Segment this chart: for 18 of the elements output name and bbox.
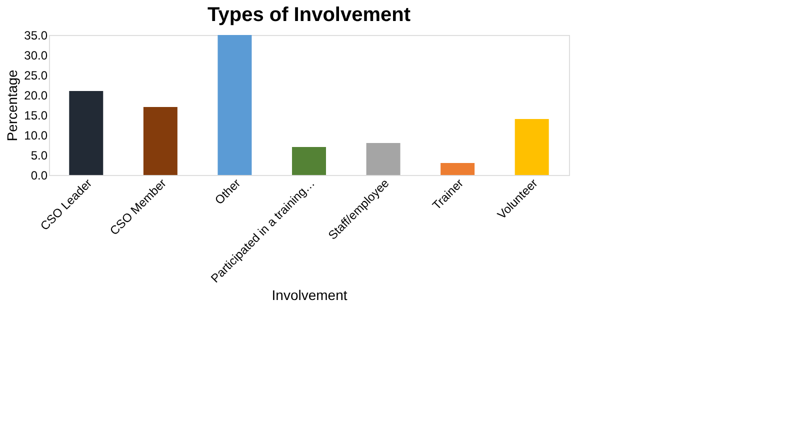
y-tick-label: 35.0 xyxy=(24,28,48,42)
y-tick-label: 5.0 xyxy=(30,148,48,162)
y-tick-label: 15.0 xyxy=(24,108,48,122)
bar xyxy=(69,91,104,175)
bar xyxy=(440,163,475,175)
bar xyxy=(514,119,549,175)
y-tick-label: 20.0 xyxy=(24,88,48,102)
y-tick-label: 30.0 xyxy=(24,48,48,62)
bar xyxy=(292,147,326,175)
x-axis-title: Involvement xyxy=(272,286,348,303)
chart-title: Types of Involvement xyxy=(207,4,411,26)
y-tick-label: 0.0 xyxy=(30,168,48,182)
y-tick-label: 25.0 xyxy=(24,68,48,82)
bar xyxy=(143,107,178,175)
y-axis-title: Percentage xyxy=(4,69,20,142)
y-tick-label: 10.0 xyxy=(24,128,48,142)
bar xyxy=(366,143,400,175)
bar xyxy=(218,35,252,175)
